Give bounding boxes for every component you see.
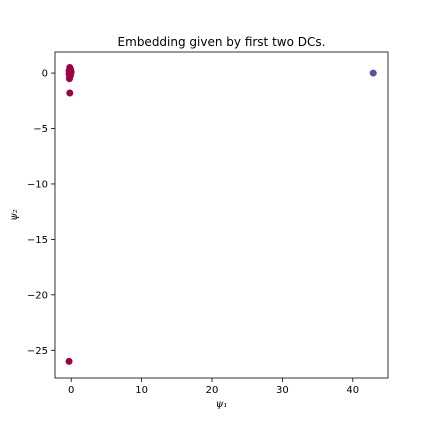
x-tick-label: 30: [276, 385, 289, 396]
data-point: [66, 89, 74, 97]
plot-frame: [54, 51, 389, 379]
y-tick-label: 0: [42, 69, 48, 80]
plot-area: [65, 64, 377, 365]
y-tick-label: −15: [27, 235, 48, 246]
y-axis: 0 −5 −10 −15 −20 −25: [27, 69, 55, 357]
x-axis-label: ψ₁: [216, 399, 228, 410]
data-point: [65, 75, 73, 83]
x-tick-label: 20: [206, 385, 219, 396]
data-point: [65, 357, 73, 365]
x-tick-label: 40: [346, 385, 359, 396]
chart-title: Embedding given by first two DCs.: [118, 35, 326, 49]
y-tick-label: −5: [33, 124, 48, 135]
y-axis-label: ψ₂: [9, 209, 20, 221]
y-tick-label: −25: [27, 346, 48, 357]
x-axis: 0 10 20 30 40: [68, 378, 359, 396]
x-tick-label: 0: [68, 385, 74, 396]
y-tick-label: −20: [27, 290, 48, 301]
data-point: [369, 69, 377, 77]
x-tick-label: 10: [135, 385, 148, 396]
y-tick-label: −10: [27, 179, 48, 190]
